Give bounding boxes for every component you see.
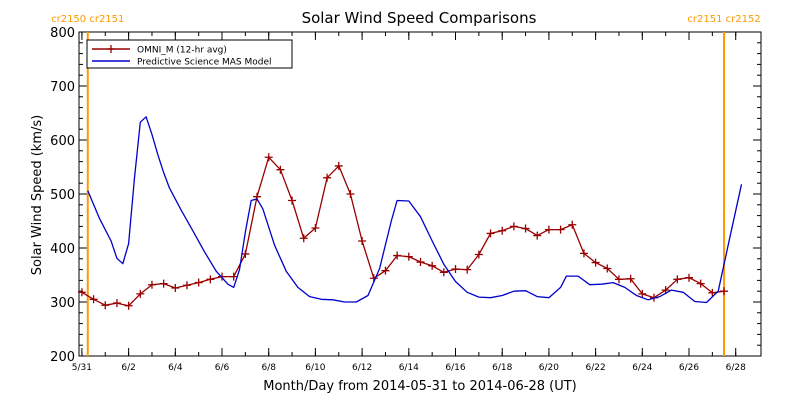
legend-marker — [107, 45, 115, 53]
data-point — [334, 161, 343, 170]
data-point — [696, 279, 705, 288]
data-point — [544, 225, 553, 234]
data-point — [533, 231, 542, 240]
x-tick-label: 6/22 — [585, 363, 605, 373]
chart-title: Solar Wind Speed Comparisons — [302, 9, 537, 27]
x-tick-label: 6/12 — [352, 363, 372, 373]
data-point — [509, 222, 518, 231]
data-point — [591, 258, 600, 267]
y-tick-label: 300 — [50, 296, 75, 311]
data-point — [685, 273, 694, 282]
data-point — [276, 165, 285, 174]
data-point — [720, 287, 729, 296]
x-axis-label: Month/Day from 2014-05-31 to 2014-06-28 … — [263, 379, 576, 394]
data-point — [182, 281, 191, 290]
series-omni — [77, 153, 729, 310]
legend-label: OMNI_M (12-hr avg) — [137, 46, 227, 56]
data-point — [194, 278, 203, 287]
data-point — [159, 279, 168, 288]
x-tick-label: 6/16 — [445, 363, 465, 373]
data-point — [264, 153, 273, 162]
x-tick-label: 6/6 — [215, 363, 230, 373]
data-point — [147, 280, 156, 289]
y-tick-label: 700 — [50, 80, 75, 95]
data-point — [381, 266, 390, 275]
data-point — [638, 289, 647, 298]
data-point — [288, 196, 297, 205]
data-point — [346, 190, 355, 198]
x-tick-label: 6/18 — [492, 363, 512, 373]
data-point — [101, 301, 110, 310]
y-tick-label: 600 — [50, 134, 75, 149]
data-point — [579, 249, 588, 258]
data-point — [89, 295, 98, 304]
legend-label: Predictive Science MAS Model — [137, 58, 272, 68]
x-tick-label: 6/10 — [305, 363, 325, 373]
data-point — [486, 229, 495, 238]
data-point — [229, 272, 238, 281]
data-point — [241, 249, 250, 258]
data-point — [556, 225, 565, 234]
y-tick-label: 200 — [50, 350, 75, 365]
data-point — [311, 224, 320, 233]
x-tick-label: 6/8 — [261, 363, 276, 373]
data-point — [603, 264, 612, 273]
data-point — [521, 224, 530, 233]
series-line — [87, 116, 743, 304]
carrington-markers: cr2150 cr2151 cr2151 cr2152 — [51, 14, 761, 356]
x-tick-label: 6/26 — [679, 363, 699, 373]
legend-box — [86, 39, 293, 69]
data-point — [112, 299, 121, 308]
data-point — [463, 265, 472, 274]
x-tick-label: 6/4 — [168, 363, 183, 373]
data-point — [498, 226, 507, 235]
data-point — [451, 265, 460, 274]
series-mas-model — [87, 116, 743, 304]
carrington-marker-label: cr2151 cr2152 — [687, 14, 760, 25]
carrington-marker-label: cr2150 cr2151 — [51, 14, 124, 25]
data-point — [77, 288, 86, 297]
data-point — [206, 275, 215, 284]
data-point — [124, 301, 133, 310]
data-point — [393, 251, 402, 260]
data-point — [568, 220, 577, 229]
data-point — [474, 250, 483, 259]
data-point — [708, 288, 717, 297]
data-point — [171, 283, 180, 292]
x-tick-label: 5/31 — [72, 363, 92, 373]
data-point — [218, 272, 227, 281]
y-axis-label: Solar Wind Speed (km/s) — [30, 115, 45, 275]
data-point — [428, 261, 437, 270]
data-point — [626, 274, 635, 283]
x-tick-label: 6/24 — [632, 363, 652, 373]
data-point — [358, 236, 367, 245]
x-tick-label: 6/28 — [726, 363, 746, 373]
data-point — [299, 234, 308, 243]
data-point — [673, 275, 682, 284]
data-point — [416, 258, 425, 267]
data-point — [323, 173, 332, 182]
x-tick-label: 6/20 — [539, 363, 559, 373]
data-point — [136, 289, 145, 298]
data-point — [439, 268, 448, 277]
series-layer — [77, 116, 743, 310]
axes: 200 300 400 500 600 700 800 5/31 6/2 6/4 6/6 6/8 6/1… — [50, 26, 762, 373]
y-tick-label: 400 — [50, 242, 75, 257]
y-tick-label: 800 — [50, 26, 75, 41]
legend: OMNI_M (12-hr avg) Predictive Science MAS… — [86, 39, 293, 69]
y-tick-label: 500 — [50, 188, 75, 203]
x-tick-label: 6/2 — [121, 363, 135, 373]
data-point — [614, 275, 623, 284]
data-point — [404, 252, 413, 261]
x-tick-label: 6/14 — [399, 363, 419, 373]
